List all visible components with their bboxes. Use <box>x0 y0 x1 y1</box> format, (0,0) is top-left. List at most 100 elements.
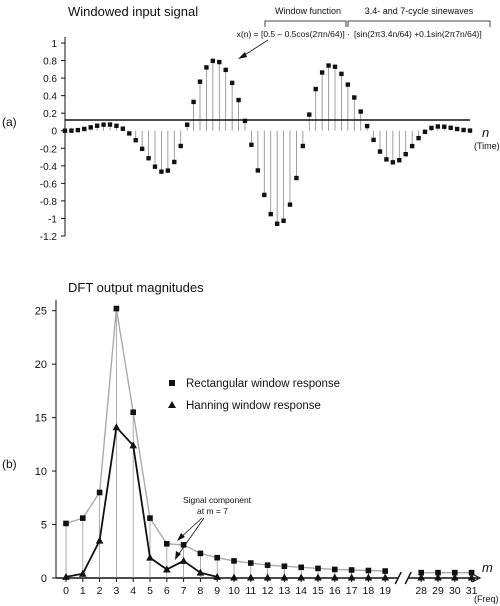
window-bracket <box>264 20 347 27</box>
signal-point <box>422 129 428 135</box>
panel-b-x-tick-label: 19 <box>379 585 391 597</box>
panel-b-y-tick-label: 20 <box>35 359 47 371</box>
rectangular-point <box>214 554 220 561</box>
rectangular-point <box>80 515 86 521</box>
hanning-point <box>129 441 137 449</box>
panel-a: (a) Windowed input signal 1 0.8 0.6 0.4 0.2 0… <box>2 4 500 243</box>
signal-point <box>69 128 74 133</box>
signal-point <box>448 125 453 130</box>
signal-point <box>461 127 466 133</box>
panel-a-y-tick-label: -0.4 <box>40 162 58 173</box>
panel-b-y-tick-label: 15 <box>35 413 47 425</box>
panel-a-y-tick-label: -1.2 <box>40 232 58 243</box>
panel-b-y-tick-label: 10 <box>35 466 47 478</box>
signal-point <box>229 80 235 86</box>
panel-a-y-tick-label: -0.2 <box>40 144 58 155</box>
hanning-point <box>146 553 154 561</box>
signal-point <box>345 82 351 87</box>
rectangular-point <box>435 569 441 576</box>
rectangular-point <box>264 562 271 568</box>
signal-arrowhead-2 <box>175 551 181 560</box>
signal-point <box>242 118 248 124</box>
rectangular-point <box>113 305 120 312</box>
hanning-point <box>79 569 87 577</box>
panel-a-y-tick-label: -0.6 <box>40 179 58 190</box>
hanning-point <box>347 573 356 581</box>
panel-a-y-tick-label: -1 <box>48 214 57 225</box>
rectangular-point <box>96 489 103 496</box>
signal-point <box>390 160 396 165</box>
panel-b-x-axis: 0 1 2 3 4 5 6 7 8 9 10 11 12 13 14 15 16 17 18 19 28 29 30 31 <box>56 571 482 597</box>
hanning-point <box>451 573 459 581</box>
rectangular-point <box>298 564 304 571</box>
signal-point <box>82 126 87 132</box>
signal-point <box>467 128 473 133</box>
signal-point <box>442 124 447 129</box>
rectangular-point <box>231 558 237 564</box>
panel-b-x-tick-label: 3 <box>113 585 119 597</box>
panel-a-y-tick-label: 1 <box>51 39 57 50</box>
signal-point <box>184 122 190 127</box>
signal-point <box>326 63 331 68</box>
hanning-point <box>247 573 255 581</box>
panel-a-label: (a) <box>2 115 17 129</box>
signal-point <box>352 95 357 100</box>
hanning-point <box>364 573 373 581</box>
signal-arrowhead-1 <box>177 533 185 541</box>
panel-b-title: DFT output magnitudes <box>68 280 204 295</box>
rectangular-point <box>315 565 321 572</box>
sines-bracket <box>347 20 491 27</box>
panel-a-y-tick-label: 0.6 <box>43 74 57 85</box>
hanning-point <box>179 556 188 564</box>
rectangular-point <box>452 569 458 576</box>
panel-b-series-lines <box>65 308 472 578</box>
legend-rectangular-label: Rectangular window response <box>186 378 340 390</box>
panel-b-x-tick-label: 15 <box>312 585 324 597</box>
panel-b-label: (b) <box>2 457 17 471</box>
signal-point <box>191 99 196 105</box>
hanning-point <box>280 573 289 581</box>
panel-b-x-tick-label: 11 <box>245 585 256 597</box>
rectangular-point <box>418 569 424 576</box>
signal-point <box>107 122 113 127</box>
panel-a-y-tick-label: -0.8 <box>40 197 58 208</box>
signal-point <box>127 131 132 136</box>
panel-a-points <box>62 58 473 226</box>
panel-b-x-tick-label: 12 <box>262 585 274 597</box>
signal-point <box>307 112 312 117</box>
hanning-point <box>331 573 339 581</box>
signal-point <box>236 97 241 103</box>
rectangular-point <box>332 566 338 573</box>
rectangular-point <box>468 569 475 576</box>
signal-point <box>397 158 402 163</box>
panel-b-drop-lines <box>65 308 473 578</box>
rectangular-point <box>63 520 69 527</box>
signal-point <box>139 146 145 152</box>
legend-hanning-marker <box>168 401 176 408</box>
signal-point <box>146 156 151 161</box>
panel-b-x-tick-label: 31 <box>466 585 478 597</box>
panel-a-y-tick-label: 0.2 <box>43 109 57 120</box>
panel-a-y-axis: 1 0.8 0.6 0.4 0.2 0 -0.2 -0.4 -0.6 -0.8 -1 -1.2 <box>40 37 66 243</box>
signal-point <box>332 64 338 69</box>
signal-point <box>165 168 171 173</box>
signal-point <box>172 159 177 165</box>
hanning-point <box>434 573 442 581</box>
sinewaves-label: 3.4- and 7-cycle sinewaves <box>365 6 474 16</box>
panel-b-x-tick-label: 9 <box>214 585 220 597</box>
signal-point <box>313 86 318 92</box>
hanning-point <box>263 573 272 581</box>
signal-point <box>287 202 293 207</box>
panel-b-x-tick-label: 16 <box>329 585 341 597</box>
signal-point <box>371 137 376 143</box>
signal-point <box>159 169 164 174</box>
panel-b-x-sublabel: (Freq) <box>474 594 499 604</box>
signal-point <box>268 211 273 217</box>
panel-b-y-axis: 25 20 15 10 5 0 <box>35 300 57 585</box>
signal-point <box>152 164 158 169</box>
hanning-point <box>163 565 171 573</box>
signal-point <box>262 192 267 198</box>
panel-b-x-tick-label: 8 <box>197 585 203 597</box>
signal-point <box>364 123 370 129</box>
